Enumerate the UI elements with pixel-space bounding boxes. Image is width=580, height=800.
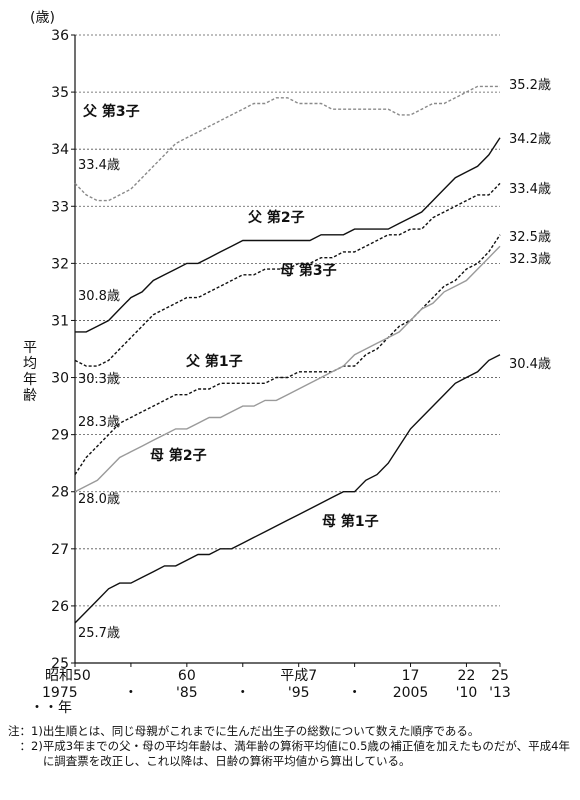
y-tick-label-30: 30 bbox=[51, 371, 69, 387]
note-1-prefix: 注：1) bbox=[8, 724, 43, 738]
x-ticks: 昭和50 60 平成7 17 22 25 1975 '85 '95 2005 '10 '13 ・ ・ ・ bbox=[42, 663, 511, 701]
y-axis-label-char: 年 bbox=[23, 372, 37, 388]
series-start-label-3: 30.3歳 bbox=[78, 372, 120, 387]
note-2-prefix: ：2) bbox=[8, 739, 43, 753]
series-name-6: 母 第1子 bbox=[322, 513, 379, 530]
y-axis-label: 平均年齢 bbox=[23, 340, 37, 404]
grid-lines bbox=[75, 34, 500, 607]
series-name-3: 母 第3子 bbox=[280, 262, 337, 279]
axes bbox=[74, 35, 500, 664]
series-line-2 bbox=[75, 137, 501, 333]
x-tick-dot-1980: ・ bbox=[124, 685, 138, 701]
y-tick-label-26: 26 bbox=[51, 599, 69, 615]
series-name-2: 父 第2子 bbox=[247, 209, 305, 226]
x-tick-year-2005: 2005 bbox=[393, 685, 429, 701]
series-name-1: 父 第3子 bbox=[82, 103, 140, 120]
series-end-label-2: 34.2歳 bbox=[509, 132, 551, 147]
series-end-label-4: 32.5歳 bbox=[509, 230, 551, 245]
note-1: 注：1) 出生順とは、同じ母親がこれまでに生んだ出生子の総数について数えた順序で… bbox=[8, 724, 574, 739]
series-line-3 bbox=[74, 182, 501, 367]
x-tick-year-1975: 1975 bbox=[42, 685, 78, 701]
series-name-5: 母 第2子 bbox=[150, 447, 207, 464]
age-chart: 25 26 27 28 29 30 31 32 33 34 35 36 昭和50 60 平成7 17 22 25… bbox=[23, 10, 551, 716]
notes: 注：1) 出生順とは、同じ母親がこれまでに生んだ出生子の総数について数えた順序で… bbox=[8, 724, 574, 769]
x-tick-year-1995: '95 bbox=[288, 685, 310, 701]
series-line-1 bbox=[74, 85, 500, 202]
series-start-label-4: 28.3歳 bbox=[78, 415, 120, 430]
y-tick-label-33: 33 bbox=[51, 199, 69, 215]
x-era-prefix: ・・年 bbox=[30, 700, 72, 716]
series-start-label-2: 30.8歳 bbox=[78, 289, 120, 304]
y-unit-label: (歳) bbox=[30, 10, 55, 26]
x-tick-dot-1990: ・ bbox=[236, 685, 250, 701]
x-tick-label-2005: 17 bbox=[402, 668, 420, 684]
x-tick-dot-2000: ・ bbox=[348, 685, 362, 701]
x-tick-year-2013: '13 bbox=[489, 685, 511, 701]
x-tick-label-1975: 昭和50 bbox=[45, 668, 91, 684]
y-axis-label-char: 齢 bbox=[23, 388, 37, 404]
series-end-label-3: 33.4歳 bbox=[509, 182, 551, 197]
series-name-4: 父 第1子 bbox=[185, 353, 243, 370]
y-tick-label-27: 27 bbox=[51, 542, 69, 558]
y-tick-label-31: 31 bbox=[51, 313, 69, 329]
x-tick-label-2013: 25 bbox=[491, 668, 509, 684]
y-ticks: 25 26 27 28 29 30 31 32 33 34 35 36 bbox=[51, 28, 75, 672]
y-tick-label-36: 36 bbox=[51, 28, 69, 44]
x-tick-label-1985: 60 bbox=[178, 668, 196, 684]
series-start-label-5: 28.0歳 bbox=[78, 492, 120, 507]
y-tick-label-25: 25 bbox=[51, 656, 69, 672]
series-line-6 bbox=[74, 354, 501, 624]
series-end-label-5: 32.3歳 bbox=[509, 252, 551, 267]
series-lines bbox=[74, 85, 501, 624]
series-end-label-6: 30.4歳 bbox=[509, 357, 551, 372]
y-tick-label-29: 29 bbox=[51, 428, 69, 444]
y-tick-label-32: 32 bbox=[51, 256, 69, 272]
series-line-4 bbox=[74, 234, 501, 475]
x-tick-year-2010: '10 bbox=[456, 685, 478, 701]
y-axis-label-char: 平 bbox=[23, 340, 37, 356]
note-2-text: 平成3年までの父・母の平均年齢は、満年齢の算術平均値に0.5歳の補正値を加えたも… bbox=[42, 739, 570, 768]
series-start-label-6: 25.7歳 bbox=[78, 626, 120, 641]
note-1-text: 出生順とは、同じ母親がこれまでに生んだ出生子の総数について数えた順序である。 bbox=[42, 724, 480, 738]
series-start-label-1: 33.4歳 bbox=[78, 158, 120, 173]
x-tick-label-1995: 平成7 bbox=[280, 668, 317, 684]
note-2: ：2) 平成3年までの父・母の平均年齢は、満年齢の算術平均値に0.5歳の補正値を… bbox=[8, 739, 574, 769]
series-end-label-1: 35.2歳 bbox=[509, 78, 551, 93]
y-tick-label-28: 28 bbox=[51, 485, 69, 501]
y-axis-label-char: 均 bbox=[23, 356, 37, 372]
y-tick-label-35: 35 bbox=[51, 85, 69, 101]
series-line-5 bbox=[74, 245, 501, 493]
x-tick-label-2010: 22 bbox=[458, 668, 476, 684]
series-labels: 33.4歳 35.2歳父 第3子 30.8歳 34.2歳父 第2子 30.3歳 33.4歳… bbox=[78, 78, 551, 641]
y-tick-label-34: 34 bbox=[51, 142, 69, 158]
x-tick-year-1985: '85 bbox=[176, 685, 198, 701]
